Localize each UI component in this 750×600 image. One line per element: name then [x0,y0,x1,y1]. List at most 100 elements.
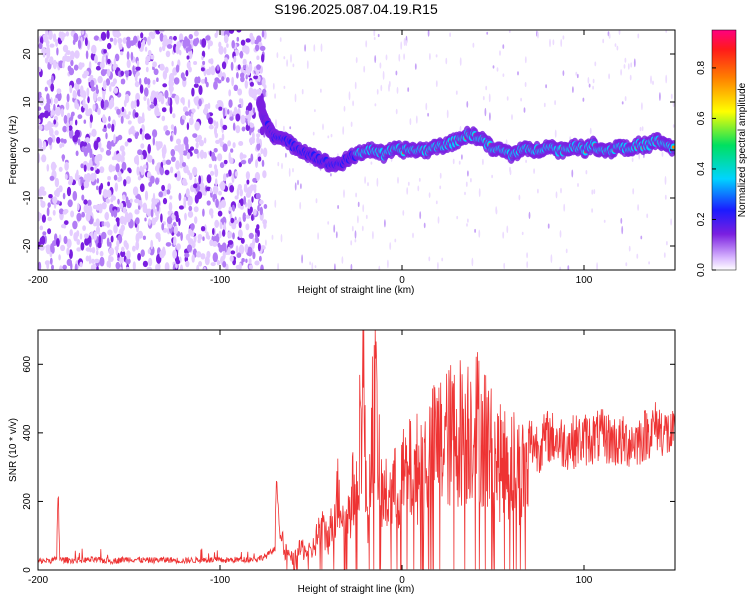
noise-blob [144,46,148,52]
noise-blob [107,176,111,181]
noise-blob [238,141,244,146]
noise-blob [176,243,181,251]
noise-blob [69,120,73,126]
noise-blob [62,154,65,162]
noise-blob [139,84,144,94]
y-tick-label: 200 [22,493,33,510]
faint-streak [417,185,420,192]
noise-blob [222,261,227,268]
faint-streak [495,206,498,214]
faint-streak [394,238,397,243]
noise-blob [223,222,226,231]
faint-streak [409,118,412,126]
noise-blob [192,133,198,139]
noise-blob [62,210,68,215]
faint-streak [354,81,357,90]
noise-blob [147,248,151,254]
faint-streak [650,75,652,84]
noise-blob [114,182,119,192]
x-tick-label: -100 [210,575,230,586]
noise-blob [61,32,67,38]
noise-blob [180,232,183,241]
noise-blob [140,249,145,257]
faint-streak [389,242,392,251]
noise-blob [135,240,140,251]
noise-blob [113,87,119,94]
noise-blob [84,137,91,143]
noise-blob [96,136,101,143]
noise-blob [229,116,234,121]
noise-blob [167,210,172,216]
noise-blob [210,170,215,176]
faint-streak [274,93,276,99]
noise-blob [169,135,173,142]
noise-blob [105,198,110,204]
noise-blob [259,199,264,205]
noise-blob [181,162,187,167]
faint-streak [407,181,410,186]
y-tick-label: -20 [22,238,33,253]
noise-blob [90,79,95,88]
faint-streak [506,225,509,234]
noise-blob [122,194,126,200]
noise-blob [144,87,149,97]
faint-streak [341,256,344,264]
noise-blob [118,38,121,49]
noise-blob [232,122,236,131]
faint-streak [576,73,579,79]
noise-blob [95,204,101,211]
noise-blob [52,33,57,42]
noise-blob [96,266,99,270]
noise-blob [41,190,47,196]
noise-blob [51,75,54,84]
faint-streak [406,187,409,195]
faint-streak [491,174,493,179]
snr-ticks: -200 -100 0 100 0 200 400 600 [22,330,675,586]
noise-blob [185,260,190,268]
faint-streak [320,88,322,93]
noise-blob [120,115,124,124]
noise-blob [244,45,250,55]
noise-blob [140,154,144,161]
noise-blob [105,132,108,140]
noise-blob [158,234,161,243]
noise-blob [69,84,73,94]
noise-blob [47,228,52,235]
faint-streak [342,126,345,135]
snr-x-axis-label: Height of straight line (km) [298,584,415,595]
faint-streak [489,112,491,121]
noise-blob [101,231,107,240]
faint-streak [549,38,551,48]
noise-blob [89,114,93,123]
noise-blob [72,190,78,201]
noise-blob [261,53,265,63]
noise-blob [64,220,69,226]
noise-blob [233,55,237,63]
noise-blob [113,37,117,46]
noise-blob [96,96,103,102]
noise-blob [172,249,178,259]
faint-streak [374,103,377,107]
faint-streak [379,62,382,69]
noise-blob [83,233,89,239]
noise-blob [221,76,225,82]
noise-blob [106,68,111,77]
faint-streak [292,168,294,173]
noise-blob [64,174,68,180]
noise-blob [59,143,63,149]
noise-blob [194,121,200,131]
x-tick-label: -200 [28,275,48,286]
noise-blob [76,212,82,222]
noise-blob [243,195,247,205]
faint-streak [414,63,417,70]
noise-blob [255,88,262,95]
noise-blob [261,30,265,38]
faint-streak [623,64,626,69]
faint-streak [470,178,472,183]
noise-blob [50,110,53,117]
noise-blob [203,106,207,116]
faint-streak [518,194,521,201]
faint-streak [365,40,368,48]
faint-streak [520,97,522,102]
faint-streak [376,88,379,95]
